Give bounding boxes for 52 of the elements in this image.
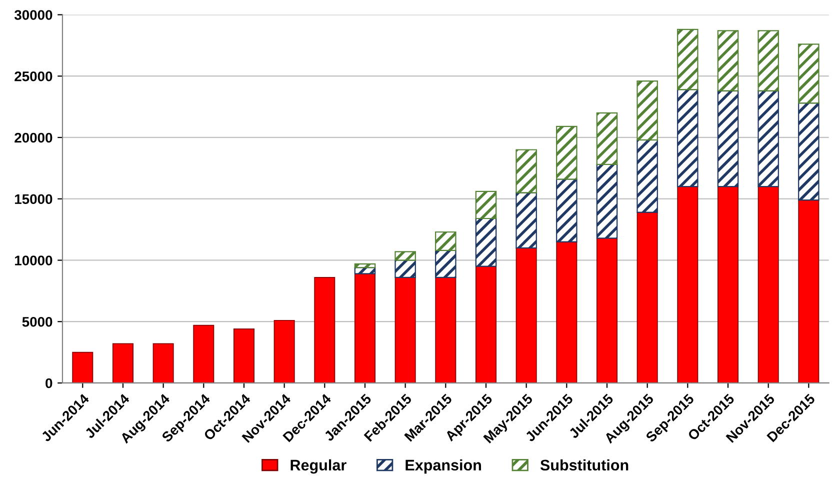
bar [435,231,456,251]
legend-label: Regular [290,459,346,474]
y-tick-label: 25000 [14,71,52,82]
bar [233,328,254,383]
bar [798,102,820,201]
bar [717,186,738,383]
bar [758,30,779,92]
bar [354,273,376,383]
bar [152,343,174,383]
bar [677,89,698,188]
bar [475,266,496,383]
bar [556,178,578,242]
y-tick-label: 20000 [14,132,52,143]
bar [354,263,376,268]
legend-label: Substitution [540,459,628,471]
bar [435,250,456,278]
bar [798,44,820,104]
bar [758,90,779,188]
bar [556,241,578,383]
y-tick-label: 10000 [15,256,52,266]
y-tick-label: 0 [46,378,52,388]
bar [475,190,497,220]
bar [798,200,820,383]
bar [274,320,295,383]
bar [758,186,779,383]
bar [193,324,214,383]
bar [394,251,416,261]
bar [717,30,739,92]
bar [717,90,739,188]
bar [314,276,336,383]
bar [516,248,537,383]
bar [636,80,658,140]
bar [516,192,537,249]
y-tick-label: 5000 [22,316,52,327]
bar [435,276,456,383]
bar [596,112,618,166]
bar [596,238,618,383]
bar [596,164,618,239]
bar [636,139,658,213]
bar [556,126,578,180]
bar [394,260,416,278]
bar [72,352,94,383]
bar [394,276,416,383]
bar [112,343,134,383]
legend-label: Expansion [406,459,481,474]
y-tick-label: 30000 [14,10,52,20]
bar [475,218,497,267]
bar [516,149,537,194]
bar [677,186,698,383]
bar [636,212,658,383]
bar [677,28,698,90]
y-tick-label: 15000 [15,194,52,204]
